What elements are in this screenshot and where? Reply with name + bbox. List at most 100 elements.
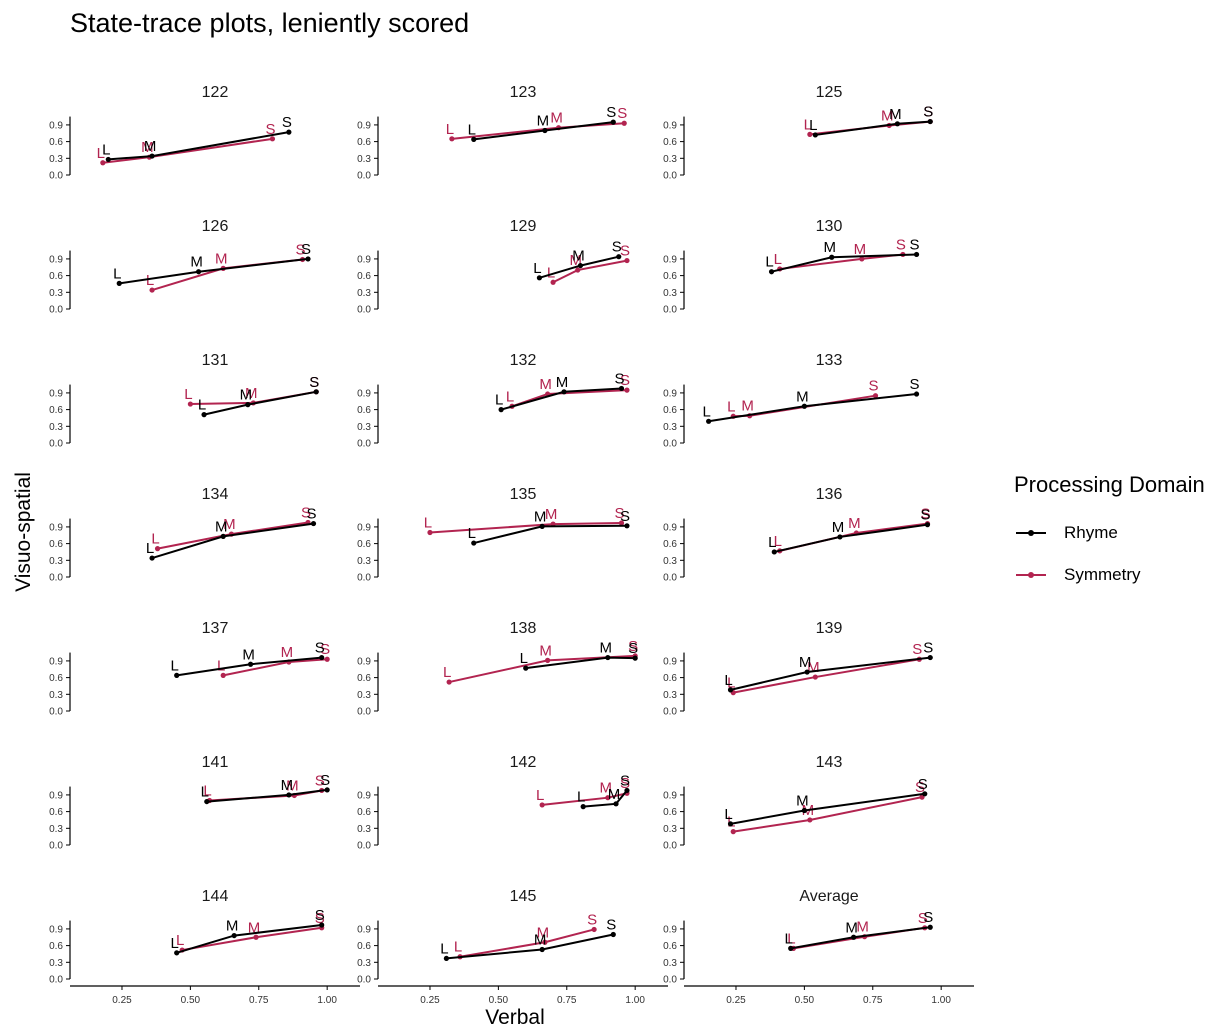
- rhyme-point: [851, 934, 857, 940]
- rhyme-point: [580, 804, 586, 810]
- symmetry-point-label: S: [614, 505, 624, 522]
- y-tick-label: 0.6: [357, 673, 371, 684]
- rhyme-point-label: M: [281, 777, 294, 794]
- rhyme-point-label: S: [923, 640, 933, 657]
- y-tick-label: 0.9: [357, 522, 371, 533]
- y-tick-label: 0.9: [663, 790, 677, 801]
- y-tick-label: 0.9: [357, 924, 371, 935]
- y-tick-label: 0.9: [49, 656, 63, 667]
- y-tick-label: 0.0: [49, 975, 63, 986]
- symmetry-point-label: S: [628, 638, 638, 655]
- rhyme-point: [801, 807, 807, 814]
- rhyme-point-label: L: [809, 117, 817, 134]
- symmetry-point-label: L: [424, 514, 432, 531]
- rhyme-point: [922, 791, 928, 797]
- y-tick-label: 0.3: [663, 824, 677, 835]
- rhyme-point: [319, 654, 325, 661]
- rhyme-point-label: M: [832, 519, 845, 536]
- symmetry-point-label: M: [215, 250, 228, 267]
- symmetry-point-label: L: [443, 664, 451, 681]
- legend-key-symmetry: [1014, 568, 1048, 582]
- y-tick-label: 0.9: [49, 254, 63, 265]
- symmetry-point: [872, 393, 879, 399]
- rhyme-point-label: M: [226, 918, 239, 935]
- rhyme-point-label: S: [920, 507, 930, 524]
- symmetry-point-label: M: [881, 107, 894, 124]
- panel-title-130: 130: [816, 218, 843, 235]
- rhyme-point: [149, 555, 155, 561]
- y-tick-label: 0.0: [663, 573, 677, 584]
- symmetry-point: [624, 387, 630, 393]
- symmetry-point-label: M: [741, 398, 754, 415]
- rhyme-point: [801, 403, 807, 409]
- y-tick-label: 0.3: [663, 556, 677, 567]
- rhyme-point-label: M: [889, 106, 902, 123]
- symmetry-point-label: L: [774, 251, 782, 268]
- rhyme-point: [319, 922, 325, 928]
- rhyme-point-label: L: [171, 935, 179, 952]
- y-tick-label: 0.0: [357, 707, 371, 718]
- symmetry-point-label: L: [536, 787, 544, 804]
- symmetry-point-label: M: [141, 139, 154, 156]
- symmetry-point-label: S: [869, 378, 879, 395]
- rhyme-point: [812, 132, 818, 138]
- panel-title-average: Average: [799, 888, 858, 905]
- panel-title-138: 138: [510, 620, 537, 637]
- rhyme-point: [220, 533, 226, 539]
- rhyme-point-label: M: [600, 640, 613, 657]
- y-tick-label: 0.0: [663, 305, 677, 316]
- panel-title-136: 136: [816, 486, 843, 503]
- rhyme-point-label: M: [608, 786, 621, 803]
- symmetry-point: [575, 267, 581, 273]
- legend-entry-symmetry: Symmetry: [1014, 554, 1205, 596]
- symmetry-point-label: S: [620, 775, 630, 792]
- y-tick-label: 0.6: [49, 807, 63, 818]
- symmetry-point: [154, 546, 161, 552]
- symmetry-point-label: M: [286, 777, 299, 794]
- panel-title-145: 145: [510, 888, 537, 905]
- symmetry-point: [807, 817, 813, 823]
- symmetry-point-label: S: [301, 504, 311, 521]
- y-tick-label: 0.3: [357, 154, 371, 165]
- rhyme-point: [286, 792, 292, 798]
- rhyme-point-label: M: [823, 239, 836, 256]
- symmetry-point-label: M: [539, 642, 552, 659]
- rhyme-point: [149, 153, 155, 159]
- x-tick-label: 0.25: [420, 995, 440, 1006]
- rhyme-point-label: M: [537, 112, 550, 129]
- y-tick-label: 0.9: [663, 254, 677, 265]
- rhyme-point: [195, 269, 202, 275]
- rhyme-point: [498, 407, 504, 413]
- symmetry-point-label: S: [265, 121, 275, 138]
- rhyme-point: [174, 672, 180, 678]
- symmetry-point-label: S: [923, 104, 933, 121]
- symmetry-point: [539, 802, 545, 808]
- rhyme-point-label: S: [282, 114, 292, 131]
- rhyme-point: [610, 119, 616, 125]
- y-tick-label: 0.3: [49, 288, 63, 299]
- y-tick-label: 0.9: [49, 924, 63, 935]
- rhyme-point-label: S: [918, 776, 928, 793]
- rhyme-point: [624, 523, 630, 529]
- y-tick-label: 0.0: [663, 707, 677, 718]
- rhyme-point-label: L: [785, 930, 793, 947]
- y-tick-label: 0.0: [357, 305, 371, 316]
- y-tick-label: 0.6: [357, 941, 371, 952]
- rhyme-point-label: L: [724, 672, 732, 689]
- symmetry-point-label: S: [320, 641, 330, 658]
- rhyme-point-label: L: [533, 260, 541, 277]
- rhyme-point: [174, 950, 180, 956]
- symmetry-point: [591, 926, 597, 933]
- symmetry-point: [621, 120, 627, 126]
- y-tick-label: 0.3: [357, 958, 371, 969]
- y-tick-label: 0.9: [49, 790, 63, 801]
- rhyme-point-label: S: [910, 376, 920, 393]
- y-tick-label: 0.9: [357, 254, 371, 265]
- rhyme-line-143: [730, 792, 925, 825]
- legend-label-rhyme: Rhyme: [1064, 523, 1118, 542]
- rhyme-point: [618, 385, 625, 392]
- symmetry-point: [100, 160, 106, 166]
- symmetry-point: [542, 939, 548, 945]
- rhyme-point: [768, 269, 775, 275]
- symmetry-point-label: S: [915, 779, 925, 796]
